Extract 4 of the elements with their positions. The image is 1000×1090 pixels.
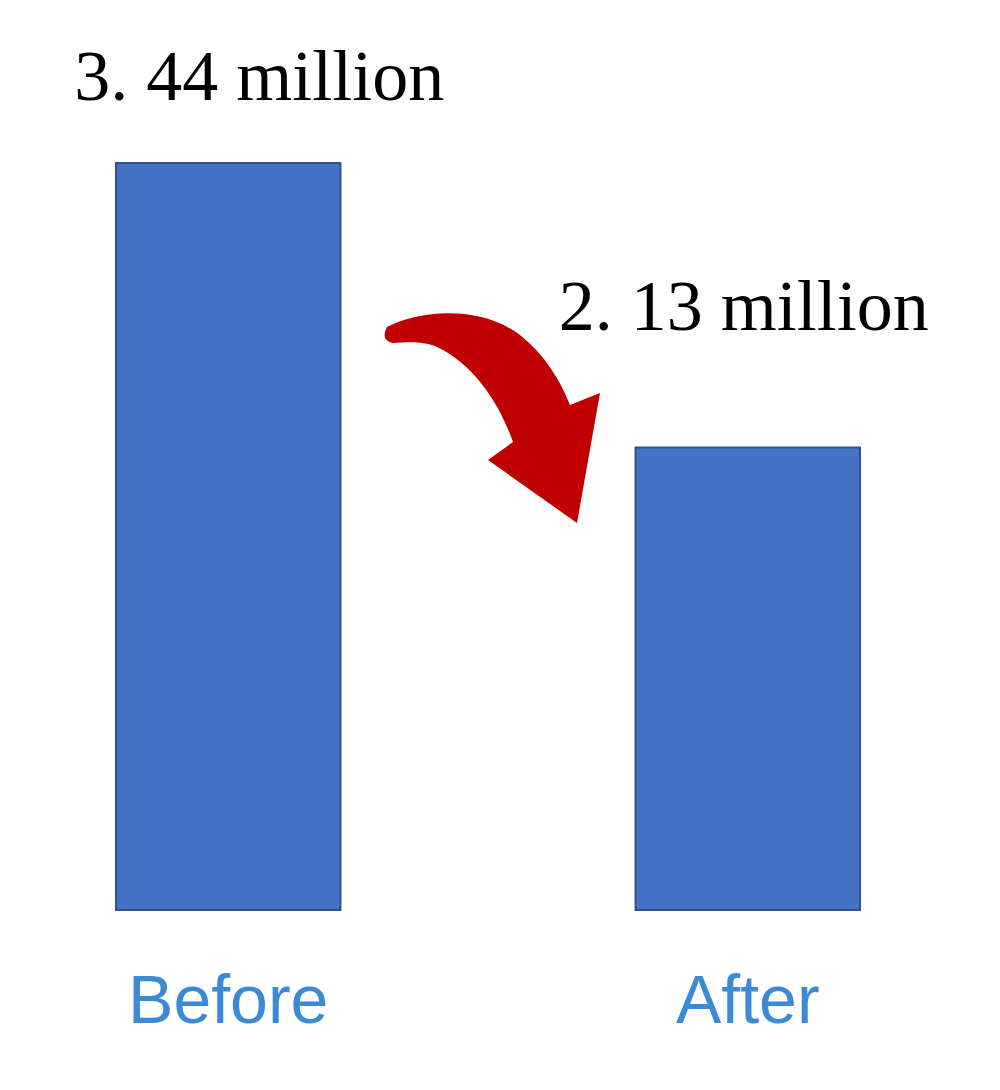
x-tick-label: After: [675, 960, 820, 1037]
x-tick-label: Before: [128, 960, 329, 1037]
data-label: 3. 44 million: [74, 36, 445, 116]
data-label: 2. 13 million: [558, 266, 929, 347]
